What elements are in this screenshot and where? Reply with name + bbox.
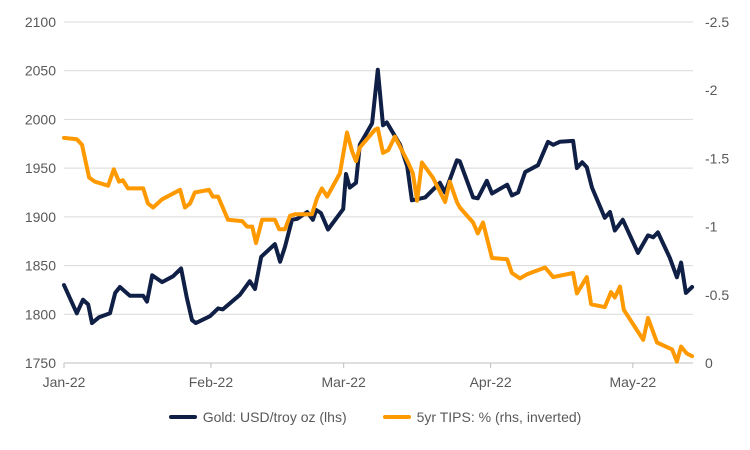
y-left-tick-label: 1800 <box>25 306 56 322</box>
x-tick-label: Feb-22 <box>189 374 234 390</box>
legend-swatch-gold <box>168 415 197 419</box>
y-left-tick-label: 1850 <box>25 258 56 274</box>
y-left-tick-label: 2050 <box>25 63 56 79</box>
legend-label-tips: 5yr TIPS: % (rhs, inverted) <box>416 409 582 425</box>
legend: Gold: USD/troy oz (lhs) 5yr TIPS: % (rhs… <box>0 409 750 425</box>
x-tick-label: May-22 <box>609 374 656 390</box>
tips-yield-line <box>62 126 695 364</box>
y-right-tick-label: -1 <box>705 219 718 235</box>
y-left-tick-label: 1750 <box>25 355 56 371</box>
y-left-tick-label: 2100 <box>25 14 56 30</box>
legend-item-gold: Gold: USD/troy oz (lhs) <box>168 409 347 425</box>
y-left-tick-label: 1900 <box>25 209 56 225</box>
y-right-tick-label: -2.5 <box>705 14 729 30</box>
y-right-tick-label: -2 <box>705 82 718 98</box>
y-left-tick-label: 1950 <box>25 160 56 176</box>
y-left-tick-label: 2000 <box>25 111 56 127</box>
x-tick-label: Jan-22 <box>43 374 86 390</box>
legend-item-tips: 5yr TIPS: % (rhs, inverted) <box>382 409 582 425</box>
x-tick-label: Apr-22 <box>470 374 512 390</box>
y-right-tick-label: -0.5 <box>705 287 729 303</box>
legend-label-gold: Gold: USD/troy oz (lhs) <box>202 409 347 425</box>
x-tick-label: Mar-22 <box>321 374 366 390</box>
legend-swatch-tips <box>382 415 411 419</box>
gold-price-line <box>62 67 695 326</box>
chart: 1750 1800 1850 1900 1950 2000 2050 2100 0 -0.5 -1 -… <box>25 14 729 390</box>
y-right-tick-label: -1.5 <box>705 150 729 166</box>
y-right-tick-label: 0 <box>705 355 713 371</box>
